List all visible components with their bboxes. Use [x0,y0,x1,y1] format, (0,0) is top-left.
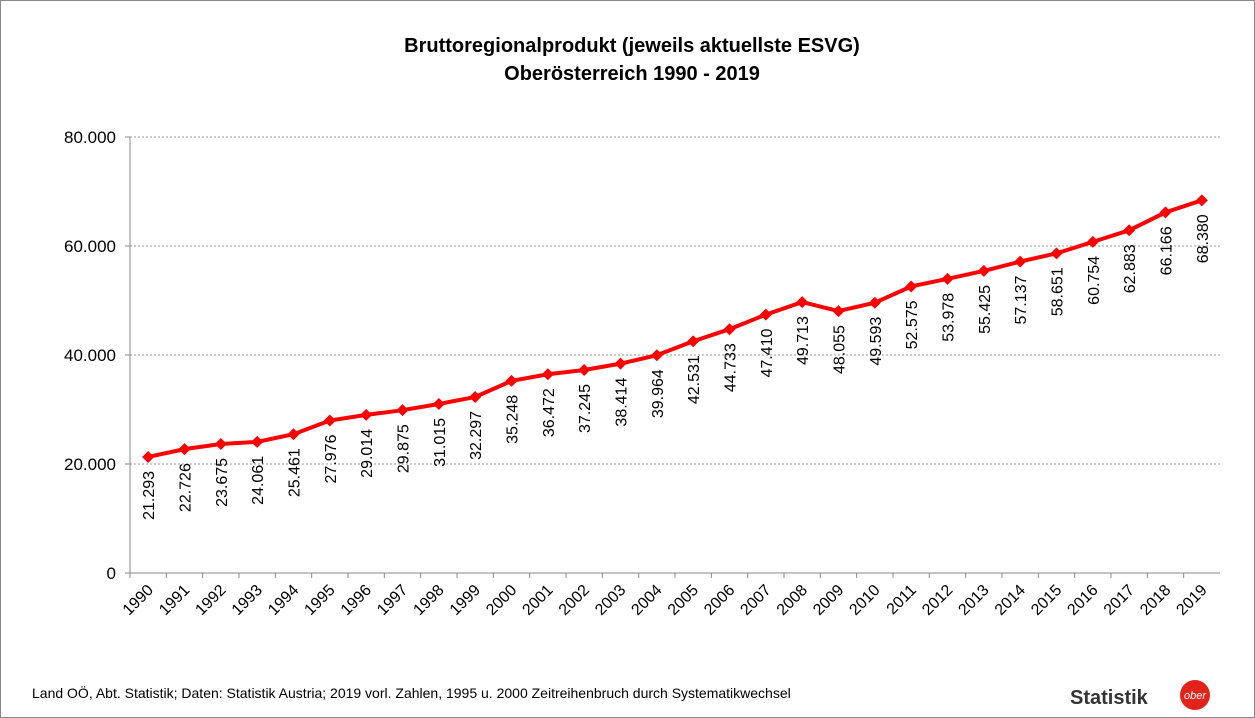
data-label: 29.875 [396,424,413,473]
data-label: 38.414 [614,378,631,427]
marker [142,450,155,463]
marker [977,264,990,277]
data-label: 37.245 [577,384,594,433]
marker [868,296,881,309]
data-label: 42.531 [686,355,703,404]
marker [759,308,772,321]
marker [287,428,300,441]
data-label: 49.713 [795,316,812,365]
marker [832,305,845,318]
line [147,198,1203,459]
data-label: 62.883 [1122,244,1139,293]
data-label: 32.297 [468,411,485,460]
marker [541,368,554,381]
data-label: 48.055 [832,325,849,374]
marker [323,414,336,427]
marker [505,374,518,387]
marker [214,437,227,450]
y-tick-label: 80.000 [64,128,116,147]
data-label: 57.137 [1013,276,1030,325]
marker [650,349,663,362]
marker [905,280,918,293]
marker [360,408,373,421]
marker [1195,194,1208,207]
chart-title: Bruttoregionalprodukt (jeweils aktuellst… [404,35,860,57]
logo-badge-text: ober [1184,690,1207,702]
marker [687,335,700,348]
data-label: 31.015 [432,418,449,467]
logo-badge [1180,680,1210,710]
data-label: 53.978 [941,293,958,342]
data-label: 39.964 [650,369,667,418]
marker [1123,224,1136,237]
marker [941,272,954,285]
data-label: 55.425 [977,285,994,334]
data-label: 60.754 [1086,256,1103,305]
y-tick-label: 20.000 [64,455,116,474]
y-tick-label: 60.000 [64,237,116,256]
marker [178,443,191,456]
y-tick-label: 0 [107,564,116,583]
marker [1086,235,1099,248]
data-label: 25.461 [287,448,304,497]
marker [1159,206,1172,219]
data-label: 23.675 [214,458,231,507]
marker [251,435,264,448]
data-label: 36.472 [541,388,558,437]
data-label: 21.293 [141,471,158,520]
marker [1014,255,1027,268]
source-note: Land OÖ, Abt. Statistik; Daten: Statisti… [32,684,791,701]
marker [396,404,409,417]
data-label: 52.575 [904,300,921,349]
chart-subtitle: Oberösterreich 1990 - 2019 [504,63,760,85]
marker [469,390,482,403]
data-label: 49.593 [868,317,885,366]
data-label: 29.014 [359,429,376,478]
marker [1050,247,1063,260]
data-label: 58.651 [1050,267,1067,316]
data-label: 47.410 [759,329,776,378]
marker [578,364,591,377]
data-label: 68.380 [1195,214,1212,263]
marker [796,296,809,309]
data-label: 24.061 [250,456,267,505]
data-label: 27.976 [323,434,340,483]
marker [432,397,445,410]
data-label: 66.166 [1159,226,1176,275]
data-label: 22.726 [178,463,195,512]
data-label: 35.248 [505,395,522,444]
y-tick-label: 40.000 [64,346,116,365]
logo-text: Statistik [1070,687,1149,709]
marker [723,323,736,336]
marker [614,357,627,370]
data-label: 44.733 [723,343,740,392]
